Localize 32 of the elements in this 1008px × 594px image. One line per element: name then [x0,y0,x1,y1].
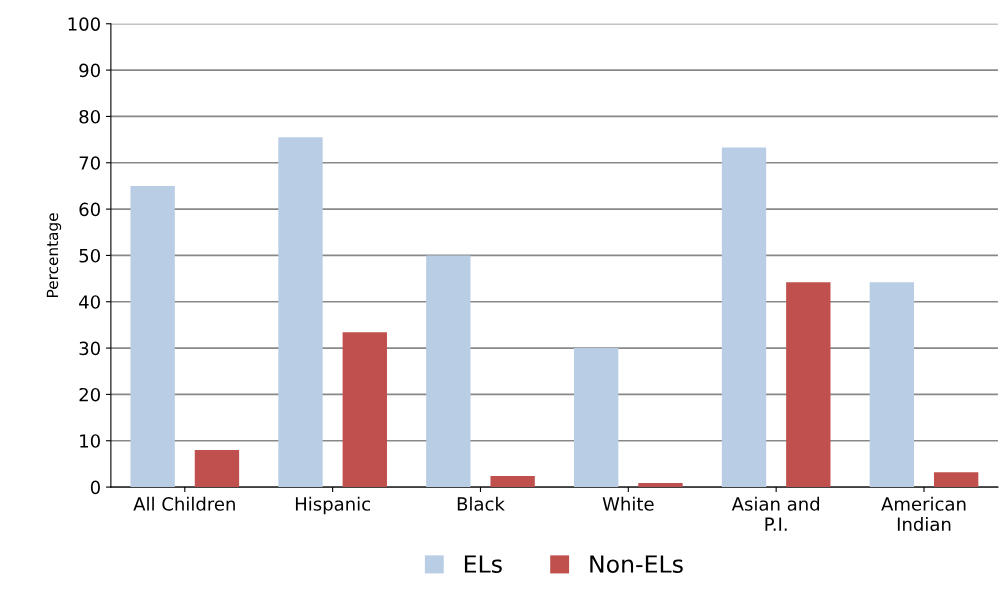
bar [869,282,915,488]
bar [721,147,767,488]
legend-label: ELs [464,555,502,573]
y-tick-label: 50 [79,248,100,263]
y-tick-label: 40 [79,295,100,309]
bar [278,137,323,488]
bar [194,450,240,488]
y-tick-label: 10 [80,434,100,448]
bar [130,185,175,488]
bar [490,475,535,488]
y-tick-label: 70 [79,156,100,170]
y-tick-label: 60 [79,202,100,217]
y-tick-label: 30 [79,341,100,356]
x-tick-label: All Children [133,496,235,511]
x-tick-label: American Indian [881,496,966,531]
bar [342,332,387,488]
y-tick-label: 20 [79,387,100,402]
y-tick-label: 0 [90,480,100,495]
bar [638,482,683,488]
bar [426,255,471,488]
y-axis-title: Percentage [46,213,62,297]
bar [933,472,979,488]
bar [786,282,831,488]
bar [573,348,619,488]
x-tick-label: Hispanic [295,496,370,515]
x-tick-label: White [602,496,654,511]
y-tick-label: 80 [79,109,100,124]
y-tick-label: 100 [68,17,100,31]
x-tick-label: Black [457,496,505,511]
y-tick-label: 90 [79,63,100,78]
x-tick-label: Asian and P.I. [731,496,820,531]
legend-label: Non-ELs [590,555,683,573]
